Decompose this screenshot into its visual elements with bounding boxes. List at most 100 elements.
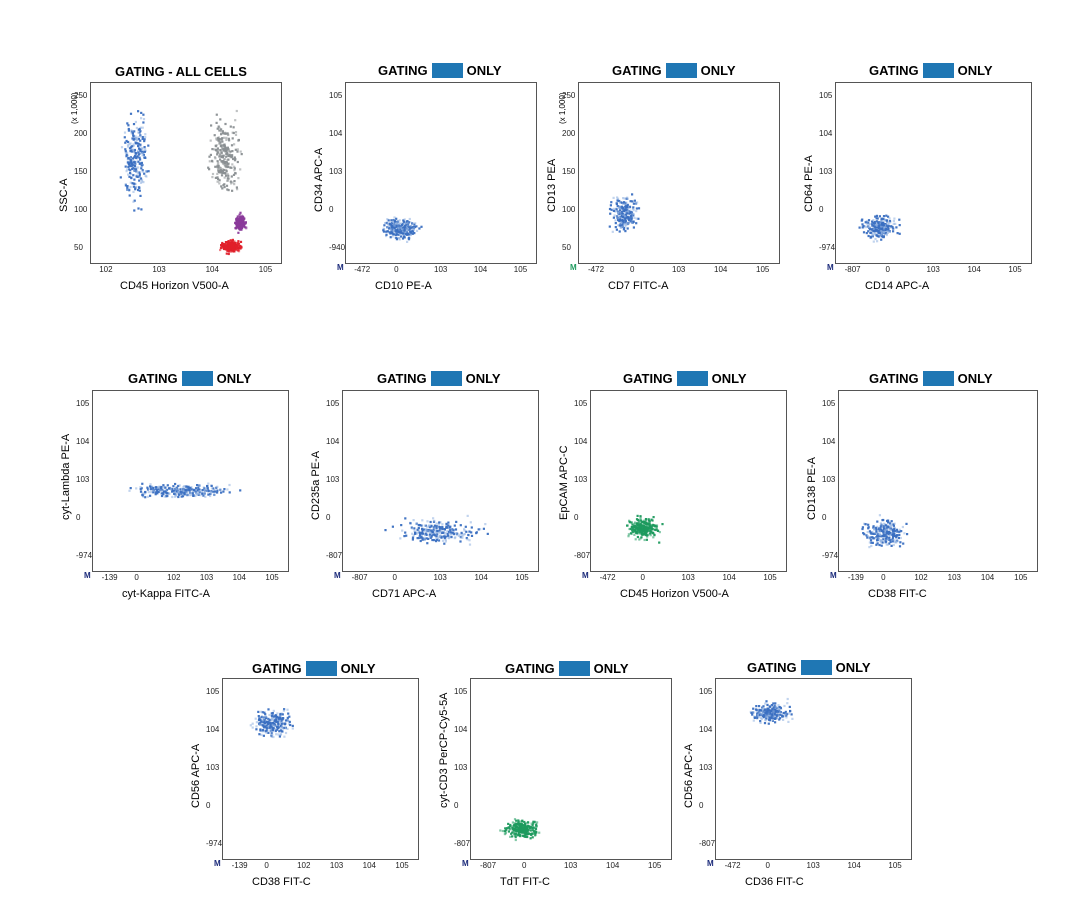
event-dot bbox=[417, 528, 421, 531]
event-dot bbox=[630, 214, 633, 217]
event-dot bbox=[191, 492, 194, 495]
event-dot bbox=[626, 212, 629, 215]
event-dot bbox=[127, 127, 130, 131]
event-dot bbox=[217, 151, 220, 154]
x-axis-label: CD45 Horizon V500-A bbox=[620, 588, 729, 600]
event-dot bbox=[257, 715, 260, 718]
event-dot bbox=[763, 715, 766, 718]
scatter-svg bbox=[749, 697, 794, 725]
event-dot bbox=[213, 489, 216, 492]
event-dot bbox=[756, 717, 759, 720]
event-dot bbox=[444, 531, 447, 534]
event-dot bbox=[427, 537, 430, 540]
event-dot bbox=[876, 534, 879, 537]
plot-title-left: GATING bbox=[623, 371, 673, 386]
event-dot bbox=[140, 208, 143, 211]
event-dot bbox=[235, 223, 238, 226]
event-dot bbox=[882, 533, 885, 536]
event-dot bbox=[608, 207, 612, 211]
event-dot bbox=[254, 717, 257, 720]
event-dot bbox=[172, 489, 175, 493]
event-dot bbox=[270, 715, 273, 718]
event-dot bbox=[224, 243, 227, 246]
population-blue bbox=[382, 216, 423, 243]
event-dot bbox=[865, 232, 868, 235]
event-dot bbox=[217, 149, 220, 152]
event-dot bbox=[517, 828, 521, 831]
event-dot bbox=[242, 222, 245, 225]
event-dot bbox=[521, 834, 524, 837]
event-dot bbox=[431, 538, 434, 542]
event-dot bbox=[230, 166, 233, 169]
event-dot bbox=[785, 714, 788, 717]
event-dot bbox=[414, 532, 417, 535]
event-dot bbox=[408, 236, 411, 239]
event-dot bbox=[438, 535, 441, 538]
event-dot bbox=[235, 217, 238, 221]
event-dot bbox=[162, 492, 165, 496]
event-dot bbox=[172, 485, 175, 488]
event-dot bbox=[534, 829, 537, 832]
event-dot bbox=[429, 520, 432, 524]
event-dot bbox=[758, 705, 761, 708]
event-dot bbox=[453, 524, 456, 527]
event-dot bbox=[415, 225, 418, 228]
event-dot bbox=[397, 222, 400, 225]
event-dot bbox=[873, 528, 876, 531]
event-dot bbox=[222, 169, 225, 172]
event-dot bbox=[225, 161, 228, 164]
event-dot bbox=[139, 134, 142, 137]
event-dot bbox=[127, 157, 130, 160]
event-dot bbox=[521, 820, 524, 823]
event-dot bbox=[437, 539, 441, 542]
event-dot bbox=[223, 176, 226, 179]
event-dot bbox=[217, 138, 220, 141]
event-dot bbox=[790, 713, 793, 716]
event-dot bbox=[872, 537, 875, 540]
event-dot bbox=[632, 206, 635, 209]
event-dot bbox=[896, 540, 899, 543]
x-axis-label: CD7 FITC-A bbox=[608, 280, 669, 292]
event-dot bbox=[867, 223, 870, 226]
event-dot bbox=[128, 489, 131, 492]
event-dot bbox=[401, 232, 405, 235]
event-dot bbox=[863, 224, 866, 228]
event-dot bbox=[210, 492, 213, 495]
event-dot bbox=[150, 491, 153, 494]
event-dot bbox=[386, 230, 389, 233]
x-tick-label: -472 bbox=[588, 265, 605, 274]
event-dot bbox=[223, 162, 226, 165]
event-dot bbox=[239, 489, 242, 492]
event-dot bbox=[893, 217, 896, 220]
event-dot bbox=[394, 232, 397, 235]
population-green bbox=[499, 818, 541, 842]
event-dot bbox=[216, 160, 219, 163]
event-dot bbox=[405, 227, 408, 231]
event-dot bbox=[877, 229, 880, 232]
event-dot bbox=[119, 176, 122, 179]
event-dot bbox=[513, 824, 516, 827]
event-dot bbox=[212, 490, 215, 493]
event-dot bbox=[218, 182, 221, 185]
event-dot bbox=[195, 492, 198, 495]
event-dot bbox=[141, 126, 144, 129]
event-dot bbox=[428, 535, 432, 538]
event-dot bbox=[617, 219, 620, 222]
x-tick-label: 105 bbox=[888, 861, 902, 870]
event-dot bbox=[156, 490, 159, 493]
event-dot bbox=[281, 713, 284, 716]
event-dot bbox=[132, 163, 135, 166]
event-dot bbox=[771, 718, 774, 721]
event-dot bbox=[443, 528, 446, 531]
event-dot bbox=[470, 531, 473, 534]
event-dot bbox=[270, 735, 273, 738]
y-axis-label: CD13 PEA bbox=[546, 158, 558, 212]
x-tick-label: 104 bbox=[847, 861, 861, 870]
event-dot bbox=[215, 137, 218, 140]
event-dot bbox=[872, 526, 875, 529]
event-dot bbox=[764, 719, 767, 722]
event-dot bbox=[140, 111, 143, 114]
event-dot bbox=[759, 709, 763, 712]
event-dot bbox=[413, 529, 416, 533]
event-dot bbox=[141, 492, 145, 495]
